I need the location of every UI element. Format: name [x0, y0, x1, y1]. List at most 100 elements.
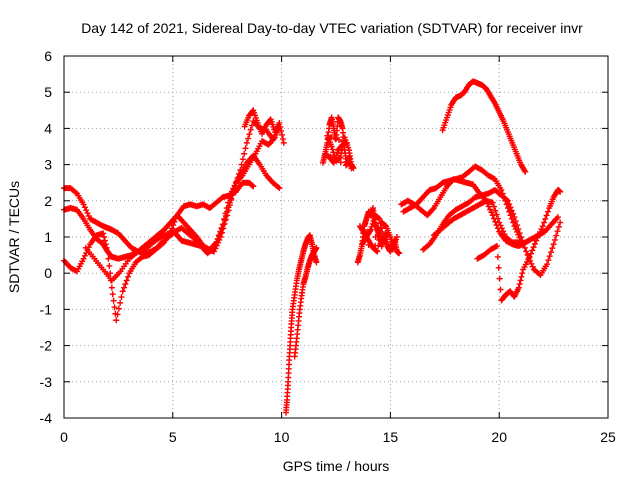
- data-point: [123, 277, 130, 284]
- x-axis-label: GPS time / hours: [283, 458, 390, 474]
- data-point: [377, 220, 384, 227]
- data-point: [523, 248, 530, 255]
- data-point: [105, 255, 112, 262]
- data-point: [373, 247, 380, 254]
- data-point: [492, 207, 499, 214]
- data-point: [494, 243, 501, 250]
- data-points: [61, 78, 564, 416]
- data-point: [101, 234, 108, 240]
- y-tick-label: -4: [40, 410, 53, 426]
- data-point: [119, 288, 126, 295]
- data-point: [543, 212, 550, 219]
- data-point: [512, 218, 519, 225]
- data-point: [102, 241, 109, 248]
- data-point: [555, 223, 562, 230]
- y-axis-label: SDTVAR / TECUs: [6, 181, 22, 293]
- series-track-e: [241, 107, 287, 146]
- data-point: [379, 228, 386, 235]
- data-point: [329, 146, 336, 153]
- data-point: [115, 305, 122, 312]
- data-point: [378, 243, 385, 250]
- data-point: [372, 234, 379, 240]
- data-point: [168, 225, 175, 232]
- axis-ticks: 0 5 10 15 20 25 -4 -3 -2 -1 0 1 2 3 4 5 6: [40, 48, 616, 445]
- data-point: [243, 139, 250, 146]
- data-point: [515, 226, 522, 233]
- data-point: [229, 191, 236, 198]
- data-point: [328, 143, 335, 150]
- data-point: [526, 253, 533, 260]
- data-point: [278, 127, 285, 134]
- data-point: [224, 208, 231, 215]
- data-point: [544, 208, 551, 215]
- data-point: [232, 182, 239, 189]
- data-point: [557, 219, 564, 226]
- data-point: [110, 297, 117, 304]
- data-point: [230, 186, 237, 193]
- data-point: [113, 317, 120, 324]
- data-point: [103, 244, 110, 251]
- data-point: [332, 135, 339, 142]
- chart-title: Day 142 of 2021, Sidereal Day-to-day VTE…: [81, 20, 583, 36]
- data-point: [233, 178, 240, 185]
- series-dip: [282, 232, 320, 416]
- y-tick-label: -3: [40, 374, 53, 390]
- data-point: [221, 217, 228, 224]
- data-point: [545, 257, 552, 264]
- data-point: [237, 167, 244, 174]
- data-point: [549, 245, 556, 252]
- x-tick-label: 15: [383, 429, 399, 445]
- data-point: [220, 221, 227, 228]
- data-point: [519, 270, 526, 277]
- data-point: [330, 149, 337, 156]
- data-point: [84, 210, 91, 217]
- data-point: [109, 291, 116, 298]
- data-point: [494, 253, 501, 260]
- data-point: [376, 236, 383, 243]
- data-point: [557, 188, 564, 195]
- series-track-i: [430, 197, 522, 246]
- data-point: [124, 273, 131, 280]
- data-point: [226, 199, 233, 206]
- data-point: [234, 174, 241, 181]
- data-point: [376, 215, 383, 222]
- data-point: [336, 136, 343, 143]
- x-tick-label: 5: [169, 429, 177, 445]
- data-point: [516, 281, 523, 288]
- data-point: [111, 304, 118, 311]
- data-point: [108, 284, 115, 291]
- data-point: [542, 215, 549, 222]
- data-point: [246, 131, 253, 138]
- data-point: [517, 277, 524, 284]
- data-point: [100, 230, 107, 237]
- data-point: [337, 154, 344, 161]
- data-point: [374, 248, 381, 255]
- data-point: [313, 259, 320, 266]
- data-point: [539, 223, 546, 230]
- data-point: [493, 211, 500, 218]
- data-point: [217, 230, 224, 237]
- series-dip-b: [291, 244, 320, 360]
- data-point: [375, 215, 382, 222]
- data-point: [338, 150, 345, 157]
- y-tick-label: 3: [44, 157, 52, 173]
- data-point: [118, 294, 125, 301]
- data-point: [380, 233, 387, 240]
- data-point: [520, 241, 527, 248]
- data-point: [279, 131, 286, 138]
- data-point: [517, 234, 524, 240]
- data-point: [367, 226, 374, 233]
- data-point: [313, 244, 320, 251]
- data-point: [241, 150, 248, 157]
- data-point: [117, 299, 124, 306]
- data-point: [331, 152, 338, 159]
- data-point: [121, 284, 128, 291]
- data-point: [222, 213, 229, 220]
- data-point: [521, 244, 528, 251]
- data-point: [339, 146, 346, 153]
- data-point: [490, 203, 497, 210]
- series-track-c: [61, 152, 283, 324]
- data-point: [239, 156, 246, 163]
- data-point: [518, 273, 525, 280]
